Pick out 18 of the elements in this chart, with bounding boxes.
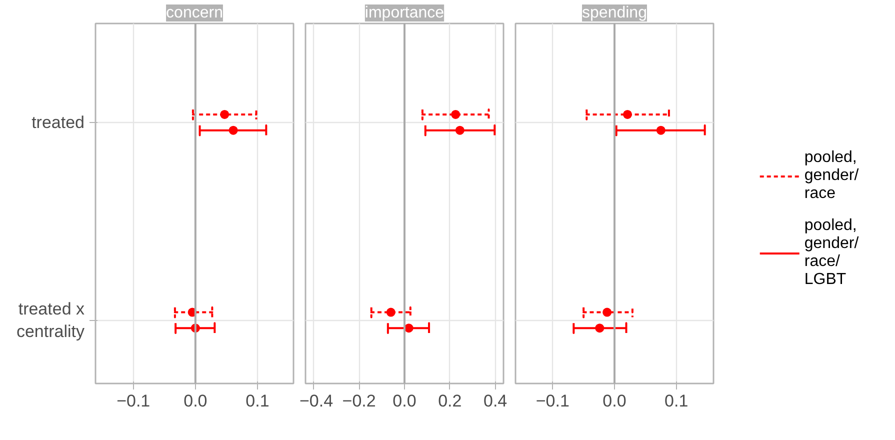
x-tick-label: 0.0: [184, 392, 208, 410]
chart-title: importance: [364, 4, 444, 22]
x-tick-label: −0.1: [116, 392, 150, 410]
x-tick-label: −0.4: [300, 392, 334, 410]
x-tick-label: 0.4: [484, 392, 508, 410]
x-tick-label: 0.0: [602, 392, 626, 410]
x-tick-label: −0.2: [342, 392, 376, 410]
y-tick-label: treated: [32, 112, 85, 132]
y-tick-label: treated x centrality: [16, 299, 85, 342]
legend-label: pooled, gender/race/LGBT: [804, 216, 859, 288]
chart-title: spending: [582, 4, 647, 22]
x-tick-label: 0.0: [392, 392, 416, 410]
x-tick-label: 0.2: [438, 392, 462, 410]
legend-label: pooled, gender/race: [804, 148, 859, 202]
chart-title: concern: [166, 4, 223, 22]
x-tick-label: 0.1: [246, 392, 270, 410]
x-tick-label: −0.1: [536, 392, 570, 410]
x-tick-label: 0.1: [664, 392, 688, 410]
